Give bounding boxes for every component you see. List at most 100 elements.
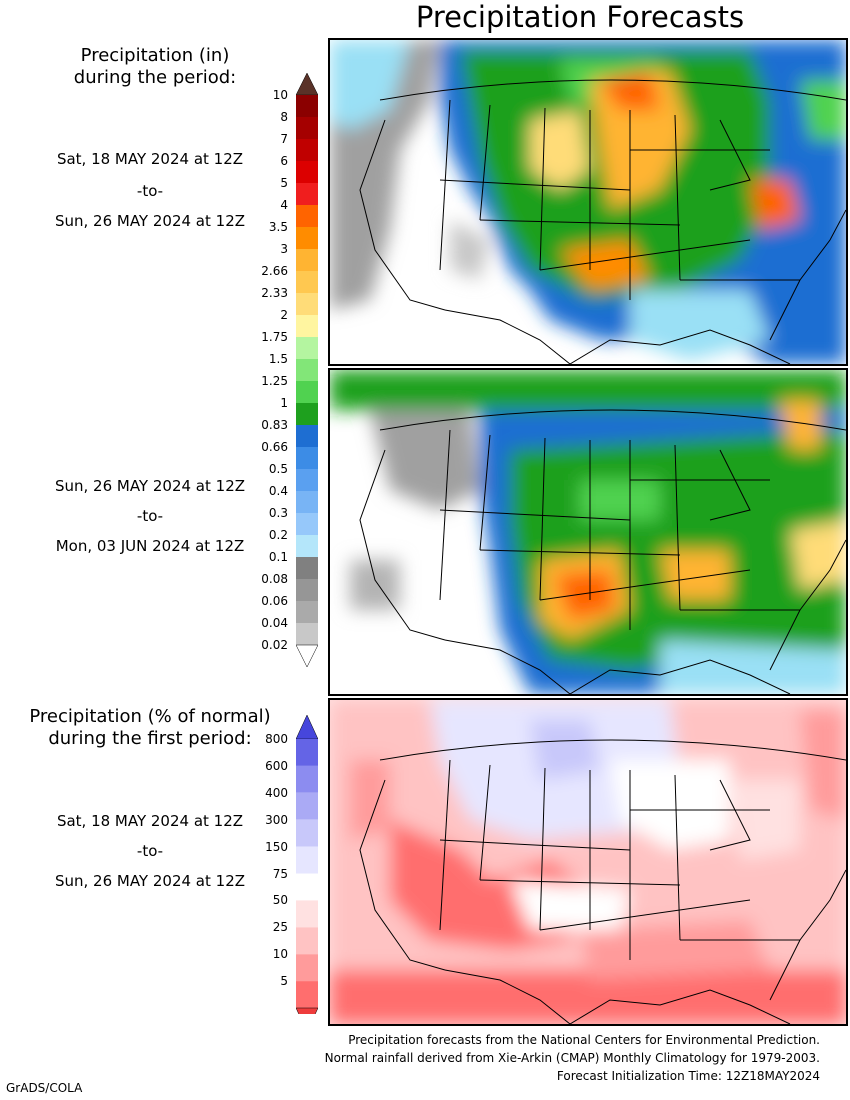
legend-label: 1.5 [268,352,288,366]
legend-swatch [296,927,318,955]
amount-color-bar-svg [295,72,319,668]
legend-swatch [296,900,318,928]
legend-swatch [296,337,318,359]
legend-label: 150 [265,839,288,854]
legend-swatch [296,739,318,766]
legend-swatch [296,623,318,645]
amount-legend-title-line2: during the period: [73,67,237,88]
precip-map-period2-svg [330,370,846,694]
legend-swatch [296,765,318,793]
period2-separator: -to- [136,507,164,525]
amount-legend-title-line1: Precipitation (in) [80,45,230,66]
legend-label: 0.3 [268,506,288,520]
legend-top-cap [295,714,319,740]
legend-swatch [296,579,318,601]
percent-legend-title-line1: Precipitation (% of normal) [29,706,271,727]
period2-start-date: Sun, 26 MAY 2024 at 12Z [54,477,246,495]
percent-normal-map [328,698,848,1026]
legend-label: 10 [272,88,288,102]
period1-start-date: Sat, 18 MAY 2024 at 12Z [56,150,244,168]
period3-separator: -to- [136,842,164,860]
legend-swatch [296,792,318,820]
amount-color-bar [295,72,319,669]
legend-top-cap [295,72,319,96]
legend-label: 1 [280,396,288,410]
legend-label: 3.5 [268,220,288,234]
legend-label: 0.5 [268,462,288,476]
legend-label: 8 [280,110,288,124]
precip-map-period2 [328,368,848,696]
legend-swatch [296,359,318,381]
percent-legend-title: Precipitation (% of normal) during the f… [5,706,295,750]
legend-swatch [296,271,318,293]
legend-swatch [296,95,318,117]
period3-end-date: Sun, 26 MAY 2024 at 12Z [54,872,246,890]
legend-label: 75 [272,866,288,881]
legend-label: 0.06 [261,594,288,608]
legend-label: 6 [280,154,288,168]
legend-swatch [296,117,318,139]
legend-label: 25 [272,920,288,935]
legend-bottom-cap [295,1007,319,1033]
legend-label: 0.08 [261,572,288,586]
legend-swatch [296,315,318,337]
period3-start-date: Sat, 18 MAY 2024 at 12Z [56,812,244,830]
legend-swatch [296,513,318,535]
legend-label: 0.4 [268,484,288,498]
legend-label: 1.25 [261,374,288,388]
legend-label: 0.1 [268,550,288,564]
precip-map-period1-svg [330,40,846,364]
legend-swatch [296,447,318,469]
legend-swatch [296,873,318,901]
legend-label: 10 [272,947,288,962]
legend-label: 600 [265,758,288,773]
legend-label: 5 [280,974,288,989]
footer-source-line: Precipitation forecasts from the Nationa… [348,1033,820,1047]
page-title: Precipitation Forecasts [415,0,745,34]
precip-map-period1 [328,38,848,366]
legend-swatch [296,425,318,447]
legend-label: 4 [280,198,288,212]
legend-swatch [296,557,318,579]
legend-swatch [296,846,318,874]
period2-end-date: Mon, 03 JUN 2024 at 12Z [55,537,245,555]
legend-swatch [296,469,318,491]
legend-swatch [296,293,318,315]
legend-swatch [296,227,318,249]
legend-label: 0.83 [261,418,288,432]
legend-swatch [296,819,318,847]
footer-climatology-line: Normal rainfall derived from Xie-Arkin (… [324,1051,820,1065]
legend-label: 0.2 [268,528,288,542]
legend-swatch [296,954,318,982]
legend-swatch [296,981,318,1008]
legend-label: 400 [265,785,288,800]
legend-swatch [296,491,318,513]
legend-bottom-cap [295,644,319,668]
percent-legend-labels: 800 600 400 300 150 75 50 25 10 5 [228,0,290,1100]
period1-separator: -to- [136,182,164,200]
legend-label: 5 [280,176,288,190]
legend-swatch [296,403,318,425]
legend-label: 3 [280,242,288,256]
legend-label: 2.33 [261,286,288,300]
period1-end-date: Sun, 26 MAY 2024 at 12Z [54,212,246,230]
percent-legend-title-line2: during the first period: [48,728,252,749]
legend-label: 0.02 [261,638,288,652]
legend-label: 300 [265,812,288,827]
percent-color-bar [295,714,319,1033]
legend-swatch [296,601,318,623]
legend-label: 2 [280,308,288,322]
legend-swatch [296,139,318,161]
percent-normal-map-svg [330,700,846,1024]
legend-swatch [296,161,318,183]
legend-swatch [296,249,318,271]
legend-swatch [296,381,318,403]
legend-swatch [296,535,318,557]
legend-label: 1.75 [261,330,288,344]
percent-color-bar-svg [295,714,319,1033]
legend-label: 800 [265,732,288,746]
legend-swatch [296,205,318,227]
legend-swatch [296,183,318,205]
footer-init-time: Forecast Initialization Time: 12Z18MAY20… [556,1069,820,1083]
legend-label: 0.04 [261,616,288,630]
